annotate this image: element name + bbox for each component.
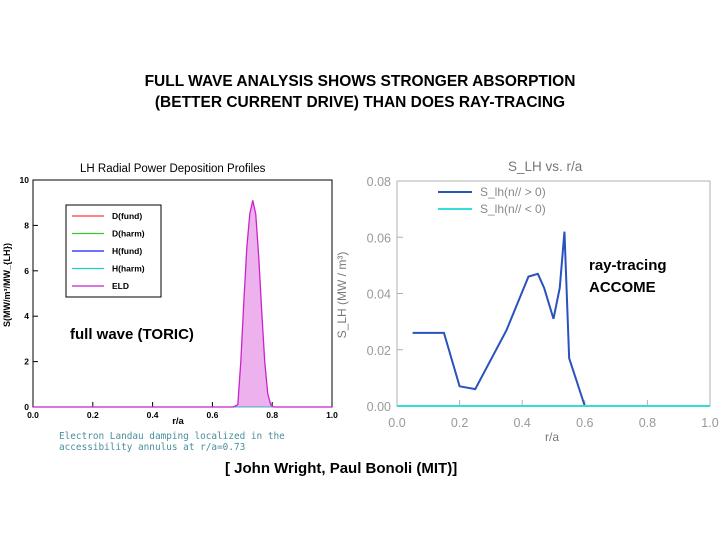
right-chart: S_LH vs. r/a 0.0 0.2 0.4 0.6 0.8 1.00.000.020… bbox=[335, 159, 719, 444]
right-y-tick-label: 0.08 bbox=[367, 175, 391, 189]
accome-label: ACCOME bbox=[589, 279, 656, 296]
left-y-tick-label: 8 bbox=[24, 220, 29, 230]
right-x-tick-label: 0.6 bbox=[576, 416, 593, 430]
right-chart-title: S_LH vs. r/a bbox=[508, 159, 583, 174]
left-legend-label: H(fund) bbox=[112, 246, 142, 256]
right-legend-label: S_lh(n// > 0) bbox=[480, 185, 546, 199]
left-x-tick-label: 0.6 bbox=[206, 410, 218, 420]
left-legend-label: ELD bbox=[112, 281, 129, 291]
right-chart-legend: S_lh(n// > 0) S_lh(n// < 0) bbox=[438, 185, 546, 216]
right-x-axis-label: r/a bbox=[545, 430, 559, 444]
right-x-tick-label: 0.2 bbox=[451, 416, 468, 430]
left-y-tick-label: 0 bbox=[24, 402, 29, 412]
left-y-tick-label: 6 bbox=[24, 266, 29, 276]
right-series-positive bbox=[412, 231, 586, 407]
ray-tracing-label: ray-tracing bbox=[589, 257, 667, 274]
left-eld-fill bbox=[33, 200, 332, 407]
right-chart-plot-area bbox=[396, 180, 711, 407]
right-x-tick-label: 1.0 bbox=[701, 416, 718, 430]
left-chart-ticks: 0.0 0.2 0.4 0.6 0.8 1.0 0 2 4 6 8 10 bbox=[20, 175, 339, 420]
left-legend-label: D(harm) bbox=[112, 229, 145, 239]
full-wave-label: full wave (TORIC) bbox=[70, 326, 194, 343]
left-y-tick-label: 4 bbox=[24, 311, 29, 321]
left-legend-label: H(harm) bbox=[112, 264, 145, 274]
left-x-tick-label: 0.4 bbox=[147, 410, 159, 420]
left-series-eld bbox=[33, 200, 332, 408]
left-x-tick-label: 0.2 bbox=[87, 410, 99, 420]
right-y-axis-label: S_LH (MW / m³) bbox=[335, 252, 349, 339]
left-y-tick-label: 2 bbox=[24, 357, 29, 367]
right-chart-series bbox=[397, 231, 710, 407]
right-chart-ticks: 0.0 0.2 0.4 0.6 0.8 1.0 0.00 0.02 0.04 0.06 0.08 bbox=[367, 175, 719, 430]
left-y-tick-label: 10 bbox=[20, 175, 30, 185]
right-legend-label: S_lh(n// < 0) bbox=[480, 202, 546, 216]
left-chart: LH Radial Power Deposition Profiles 0.0 0… bbox=[2, 163, 338, 427]
left-chart-series bbox=[33, 200, 332, 408]
right-x-tick-label: 0.8 bbox=[639, 416, 656, 430]
right-y-tick-label: 0.06 bbox=[367, 231, 391, 245]
eld-annotation-line-2: accessibility annulus at r/a=0.73 bbox=[59, 442, 246, 453]
left-y-axis-label: S(MW/m³/MW_{LH}) bbox=[2, 243, 12, 327]
left-legend-box bbox=[65, 204, 162, 298]
left-chart-legend: D(fund) D(harm) H(fund) H(harm) ELD bbox=[65, 204, 162, 298]
eld-annotation-line-1: Electron Landau damping localized in the bbox=[59, 431, 285, 442]
right-y-tick-label: 0.02 bbox=[367, 344, 391, 358]
slide-title-line-2: (BETTER CURRENT DRIVE) THAN DOES RAY-TRA… bbox=[154, 94, 566, 111]
left-chart-title: LH Radial Power Deposition Profiles bbox=[80, 163, 266, 175]
right-x-tick-label: 0.4 bbox=[514, 416, 531, 430]
right-y-tick-label: 0.04 bbox=[367, 288, 391, 302]
left-chart-plot-area bbox=[32, 179, 333, 408]
left-legend-label: D(fund) bbox=[112, 211, 142, 221]
left-x-tick-label: 0.8 bbox=[266, 410, 278, 420]
right-y-tick-label: 0.00 bbox=[367, 400, 391, 414]
credit-line: [ John Wright, Paul Bonoli (MIT)] bbox=[225, 460, 458, 477]
left-x-tick-label: 1.0 bbox=[326, 410, 338, 420]
slide-title-line-1: FULL WAVE ANALYSIS SHOWS STRONGER ABSORP… bbox=[144, 73, 576, 90]
right-x-tick-label: 0.0 bbox=[388, 416, 405, 430]
left-x-tick-label: 0.0 bbox=[27, 410, 39, 420]
left-x-axis-label: r/a bbox=[172, 416, 184, 427]
